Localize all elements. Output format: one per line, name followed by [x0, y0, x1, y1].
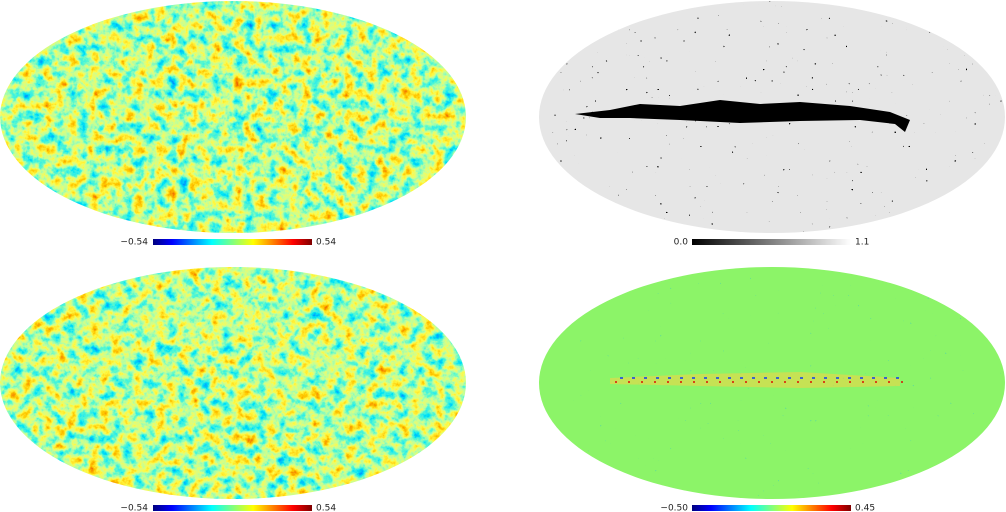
colorbar-max: 0.54: [316, 504, 336, 512]
map-2: [539, 1, 1005, 233]
colorbar-max: 1.1: [855, 238, 869, 248]
colorbar-3: −0.54 0.54: [120, 504, 336, 512]
colorbar-1: −0.54 0.54: [120, 238, 336, 248]
colorbar-min: −0.54: [120, 238, 148, 248]
colorbar-min: 0.0: [674, 238, 689, 248]
colorbar-max: 0.45: [855, 504, 875, 512]
colorbar-2: 0.0 1.1: [674, 238, 870, 248]
colorbar-max: 0.54: [316, 238, 336, 248]
colorbar-min: −0.50: [660, 504, 688, 512]
map-3: [0, 267, 466, 499]
colorbar-min: −0.54: [120, 504, 148, 512]
map-1: [0, 1, 466, 233]
map-4: [539, 267, 1005, 499]
colorbar-4: −0.50 0.45: [660, 504, 875, 512]
